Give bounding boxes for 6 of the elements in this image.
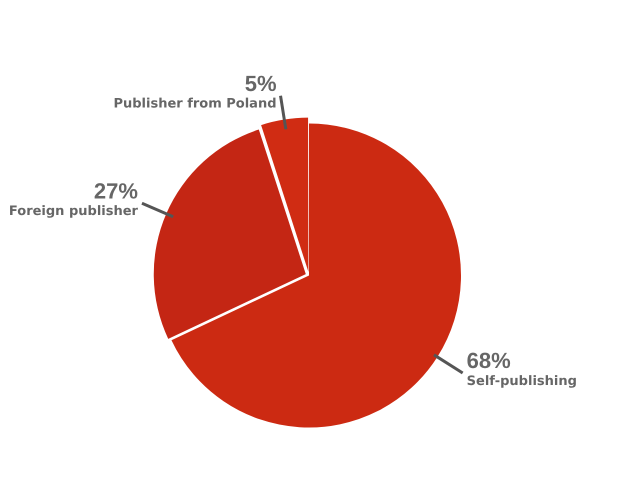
slice-label: Publisher from Poland [113,96,277,112]
data-label: 5% [244,70,277,96]
data-label: 27% [94,178,138,204]
slice-label: Self-publishing [466,374,577,389]
slice-label: Foreign publisher [8,204,139,220]
data-label: 68% [466,348,511,374]
